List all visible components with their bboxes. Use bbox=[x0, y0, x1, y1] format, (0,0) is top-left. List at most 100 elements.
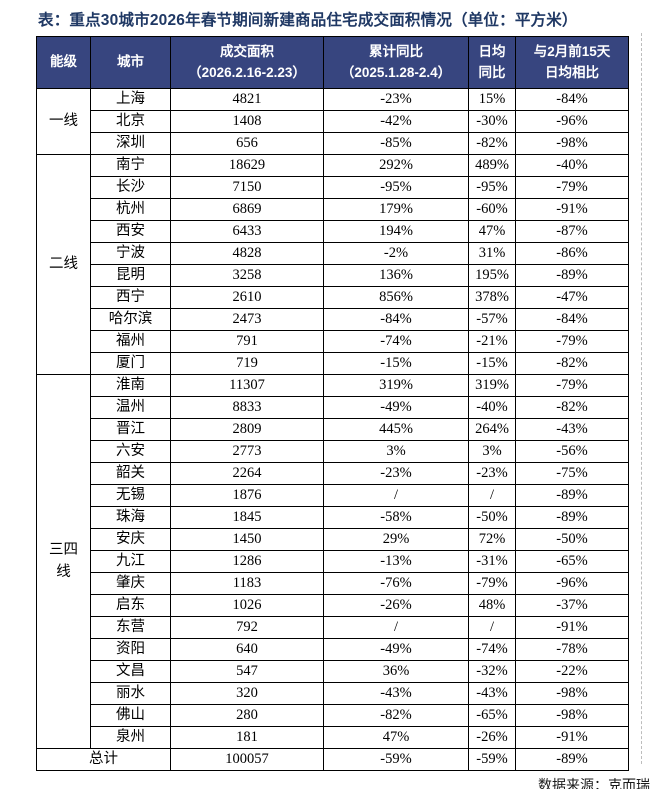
area-cell: 1026 bbox=[170, 594, 324, 617]
city-cell: 启东 bbox=[90, 594, 171, 617]
table-row: 温州 8833 -49% -40% -82% bbox=[37, 396, 629, 419]
cumulative-yoy-cell: / bbox=[323, 484, 469, 507]
area-cell: 3258 bbox=[170, 264, 324, 287]
cumulative-yoy-cell: 445% bbox=[323, 418, 469, 441]
cumulative-yoy-cell: -84% bbox=[323, 308, 469, 331]
city-cell: 宁波 bbox=[90, 242, 171, 265]
total-row: 总计 100057 -59% -59% -89% bbox=[36, 748, 629, 771]
vs-feb-cell: -84% bbox=[515, 308, 629, 331]
daily-yoy-cell: 47% bbox=[468, 220, 516, 243]
daily-yoy-cell: -74% bbox=[468, 638, 516, 661]
table-row: 佛山 280 -82% -65% -98% bbox=[37, 704, 629, 727]
cumulative-yoy-cell: 292% bbox=[323, 154, 469, 177]
tier-label: 三四线 bbox=[49, 542, 78, 580]
area-cell: 1876 bbox=[170, 484, 324, 507]
area-cell: 11307 bbox=[170, 374, 324, 397]
vs-feb-cell: -43% bbox=[515, 418, 629, 441]
daily-yoy-cell: -21% bbox=[468, 330, 516, 353]
vs-feb-cell: -89% bbox=[515, 264, 629, 287]
daily-yoy-cell: -15% bbox=[468, 352, 516, 375]
vs-feb-cell: -79% bbox=[515, 374, 629, 397]
column-header-cumulative-yoy-daterange: （2025.1.28-2.4） bbox=[340, 64, 452, 80]
city-cell: 泉州 bbox=[90, 726, 171, 749]
daily-yoy-cell: 3% bbox=[468, 440, 516, 463]
city-cell: 九江 bbox=[90, 550, 171, 573]
cumulative-yoy-cell: -2% bbox=[323, 242, 469, 265]
table-row: 三四线 淮南 11307 319% 319% -79% bbox=[36, 374, 629, 749]
table-row: 资阳 640 -49% -74% -78% bbox=[37, 638, 629, 661]
daily-yoy-cell: -23% bbox=[468, 462, 516, 485]
area-cell: 6433 bbox=[170, 220, 324, 243]
city-cell: 厦门 bbox=[90, 352, 171, 375]
vs-feb-cell: -96% bbox=[515, 572, 629, 595]
city-cell: 福州 bbox=[90, 330, 171, 353]
cumulative-yoy-cell: -49% bbox=[323, 638, 469, 661]
table-body: 一线 上海 4821 -23% 15% -84% 北京 1408 -42% -30% -96% 深圳 6… bbox=[36, 88, 629, 771]
cumulative-yoy-cell: -74% bbox=[323, 330, 469, 353]
area-cell: 719 bbox=[170, 352, 324, 375]
total-label-cell: 总计 bbox=[36, 748, 171, 771]
cumulative-yoy-cell: -15% bbox=[323, 352, 469, 375]
table-row: 福州 791 -74% -21% -79% bbox=[37, 330, 629, 353]
vs-feb-cell: -91% bbox=[515, 726, 629, 749]
table-row: 宁波 4828 -2% 31% -86% bbox=[37, 242, 629, 265]
vs-feb-cell: -40% bbox=[515, 154, 629, 177]
vs-feb-cell: -79% bbox=[515, 176, 629, 199]
table-row: 启东 1026 -26% 48% -37% bbox=[37, 594, 629, 617]
city-cell: 深圳 bbox=[90, 132, 171, 155]
total-daily-yoy-cell: -59% bbox=[468, 748, 516, 771]
area-cell: 547 bbox=[170, 660, 324, 683]
vs-feb-cell: -75% bbox=[515, 462, 629, 485]
cumulative-yoy-cell: / bbox=[323, 616, 469, 639]
cumulative-yoy-cell: -43% bbox=[323, 682, 469, 705]
city-cell: 南宁 bbox=[90, 154, 171, 177]
vs-feb-cell: -65% bbox=[515, 550, 629, 573]
table-row: 北京 1408 -42% -30% -96% bbox=[37, 110, 629, 133]
area-cell: 656 bbox=[170, 132, 324, 155]
vs-feb-cell: -96% bbox=[515, 110, 629, 133]
area-cell: 2809 bbox=[170, 418, 324, 441]
cumulative-yoy-cell: 194% bbox=[323, 220, 469, 243]
table-row: 二线 南宁 18629 292% 489% -40% bbox=[36, 154, 629, 375]
table-row: 厦门 719 -15% -15% -82% bbox=[37, 352, 629, 375]
table-row: 昆明 3258 136% 195% -89% bbox=[37, 264, 629, 287]
city-cell: 杭州 bbox=[90, 198, 171, 221]
daily-yoy-cell: -50% bbox=[468, 506, 516, 529]
city-cell: 文昌 bbox=[90, 660, 171, 683]
tier-label: 二线 bbox=[49, 255, 78, 272]
tier-cell: 一线 bbox=[36, 88, 91, 155]
table-row: 深圳 656 -85% -82% -98% bbox=[37, 132, 629, 155]
cumulative-yoy-cell: 179% bbox=[323, 198, 469, 221]
daily-yoy-cell: 31% bbox=[468, 242, 516, 265]
area-cell: 4828 bbox=[170, 242, 324, 265]
area-cell: 6869 bbox=[170, 198, 324, 221]
table-row: 杭州 6869 179% -60% -91% bbox=[37, 198, 629, 221]
area-cell: 640 bbox=[170, 638, 324, 661]
column-header-city: 城市 bbox=[90, 36, 171, 89]
column-header-area-daterange: （2026.2.16-2.23） bbox=[188, 64, 306, 80]
area-cell: 1450 bbox=[170, 528, 324, 551]
cumulative-yoy-cell: -95% bbox=[323, 176, 469, 199]
daily-yoy-cell: -65% bbox=[468, 704, 516, 727]
daily-yoy-cell: 319% bbox=[468, 374, 516, 397]
table-row: 东营 792// -91% bbox=[37, 616, 629, 639]
cumulative-yoy-cell: 36% bbox=[323, 660, 469, 683]
city-cell: 东营 bbox=[90, 616, 171, 639]
column-header-cumulative-yoy-title: 累计同比 bbox=[369, 44, 423, 60]
city-cell: 无锡 bbox=[90, 484, 171, 507]
city-cell: 丽水 bbox=[90, 682, 171, 705]
area-cell: 1845 bbox=[170, 506, 324, 529]
column-header-cumulative-yoy: 累计同比 （2025.1.28-2.4） bbox=[323, 36, 469, 89]
tier-cell: 三四线 bbox=[36, 374, 91, 749]
city-cell: 长沙 bbox=[90, 176, 171, 199]
daily-yoy-cell: -82% bbox=[468, 132, 516, 155]
daily-yoy-cell: -43% bbox=[468, 682, 516, 705]
area-cell: 18629 bbox=[170, 154, 324, 177]
table-row: 肇庆 1183 -76% -79% -96% bbox=[37, 572, 629, 595]
cumulative-yoy-cell: -23% bbox=[323, 462, 469, 485]
daily-yoy-cell: -60% bbox=[468, 198, 516, 221]
daily-yoy-cell: 264% bbox=[468, 418, 516, 441]
area-cell: 2264 bbox=[170, 462, 324, 485]
cumulative-yoy-cell: -85% bbox=[323, 132, 469, 155]
city-cell: 西安 bbox=[90, 220, 171, 243]
